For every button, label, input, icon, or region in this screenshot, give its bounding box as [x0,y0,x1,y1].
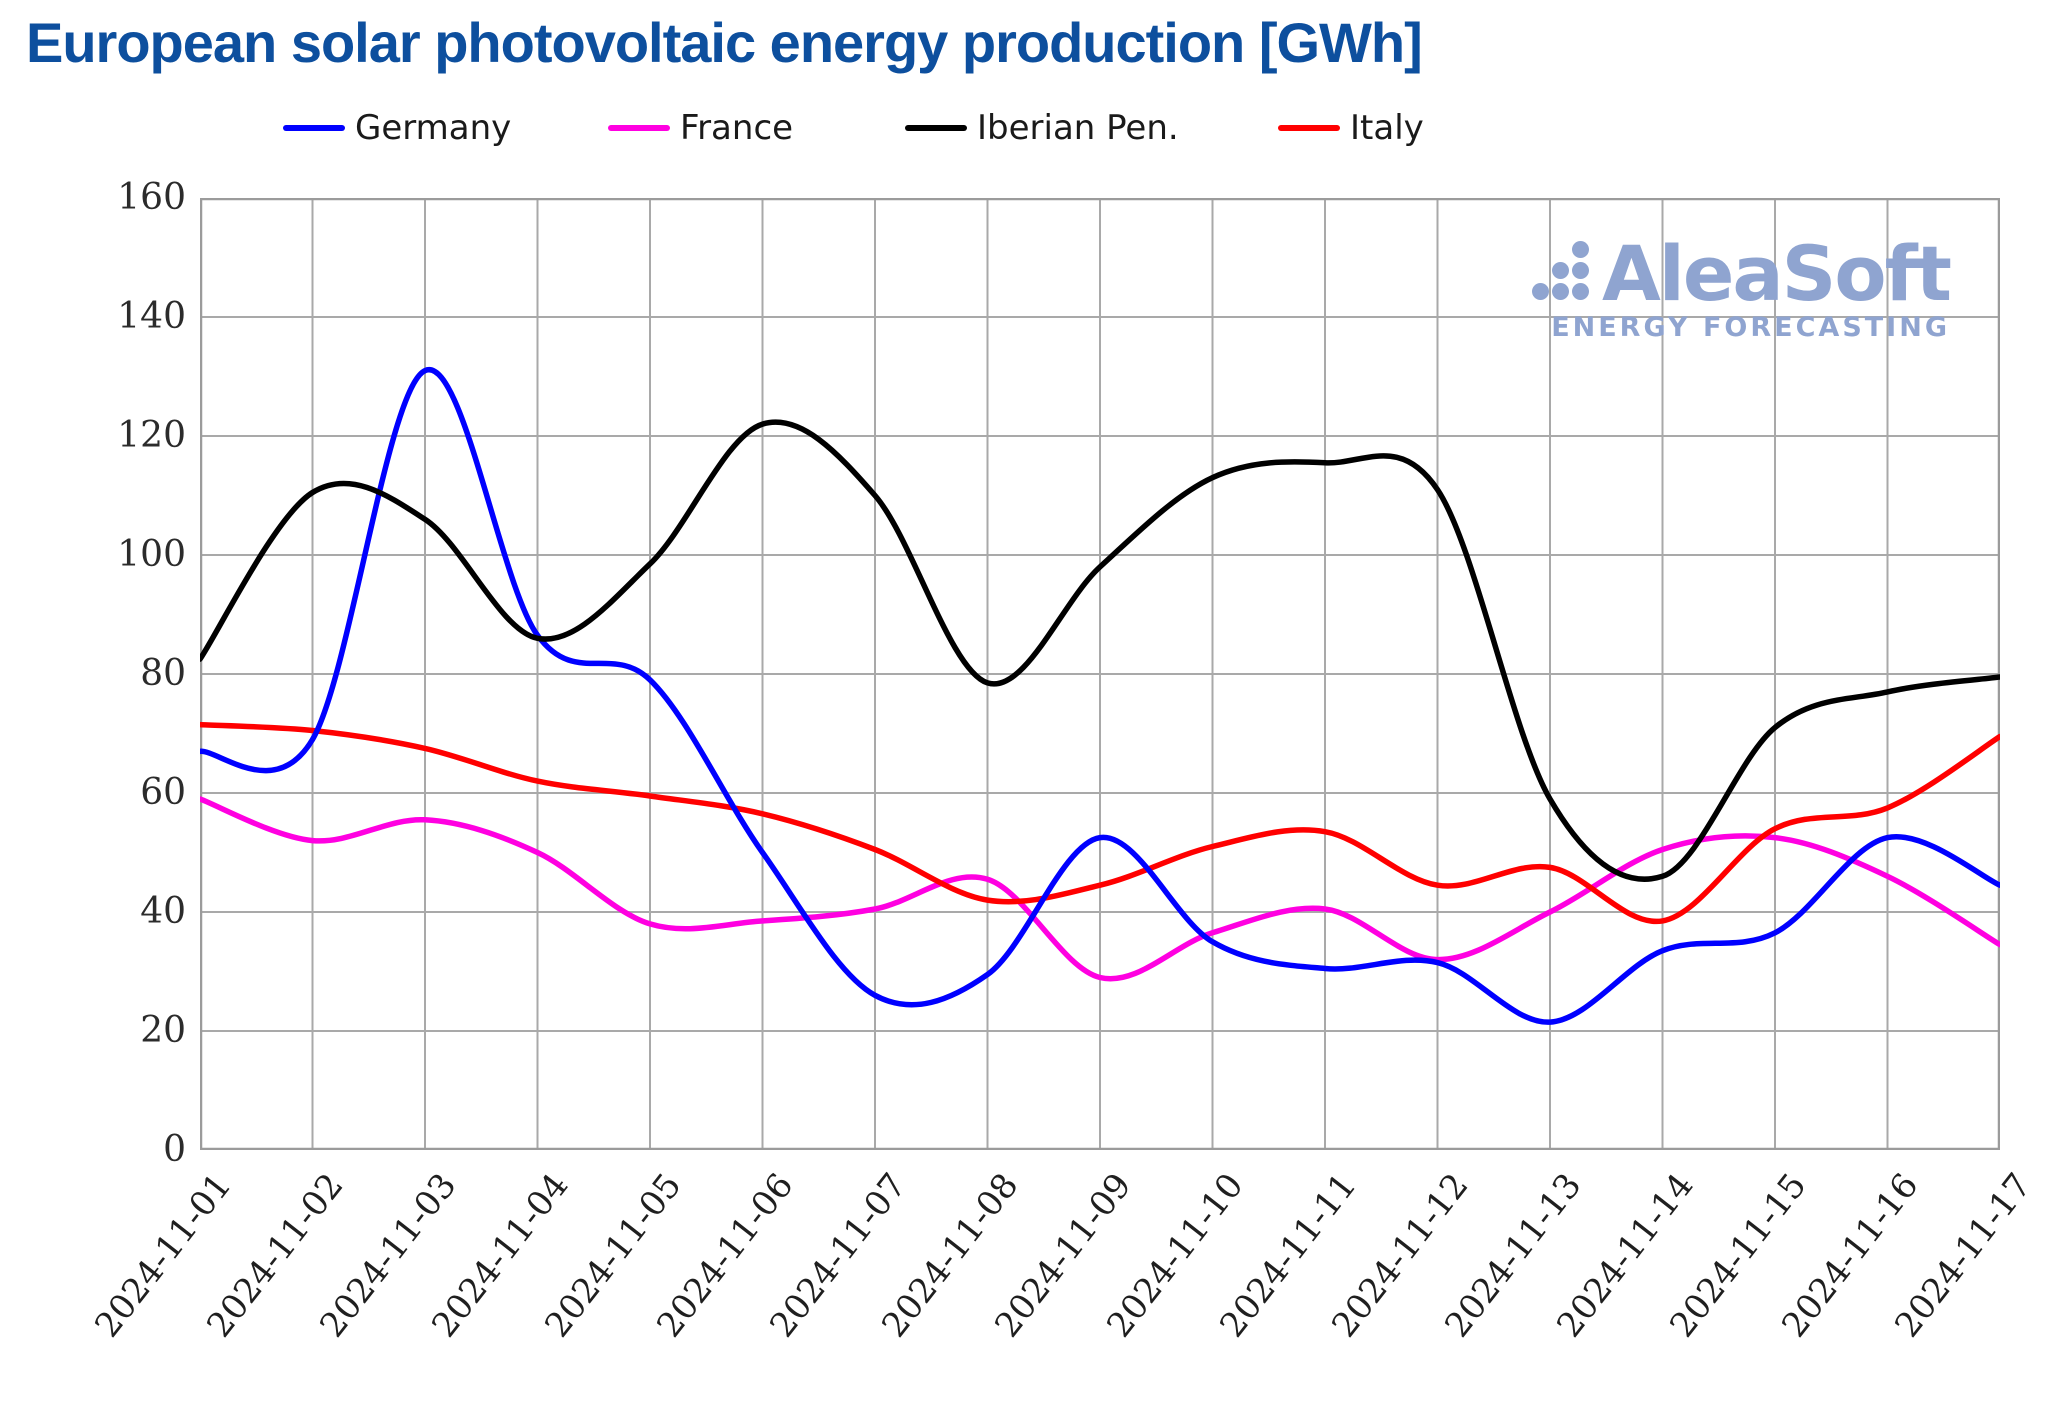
logo-dot [1551,283,1569,301]
logo-dot [1571,241,1589,259]
legend-label: France [680,108,794,148]
legend-swatch [608,125,670,131]
logo-dots-icon [1531,241,1592,304]
y-tick-label-160: 160 [117,177,186,218]
series-line-france [197,796,2003,982]
y-tick-label-20: 20 [140,1010,186,1051]
legend-swatch [1278,125,1340,131]
aleasoft-logo: AleaSoft ENERGY FORECASTING [1490,229,1952,344]
y-tick-label-100: 100 [117,534,186,575]
logo-name: AleaSoft [1601,229,1952,318]
legend-label: Germany [355,108,512,148]
logo-dot [1571,262,1589,280]
legend-swatch [283,125,345,131]
y-tick-label-40: 40 [140,891,186,932]
y-tick-label-60: 60 [140,772,186,813]
y-tick-label-0: 0 [163,1129,186,1170]
legend-item-germany: Germany [283,106,511,150]
legend-item-france: France [608,106,793,150]
legend-swatch [905,125,967,131]
legend-item-italy: Italy [1278,106,1424,150]
plot-frame-border [199,197,2001,1151]
legend-label: Iberian Pen. [977,108,1179,148]
logo-dot-empty [1532,241,1549,258]
logo-dot-empty [1552,241,1569,258]
logo-dot [1571,283,1589,301]
y-tick-label-120: 120 [117,415,186,456]
y-tick-label-140: 140 [117,296,186,337]
legend-label: Italy [1350,108,1424,148]
y-tick-label-80: 80 [140,653,186,694]
logo-dot [1551,262,1569,280]
logo-dot [1531,283,1549,301]
legend-item-iberian-pen-: Iberian Pen. [905,106,1179,150]
series-line-iberian-pen- [197,419,2003,882]
plot-area [197,197,2003,1151]
series-line-italy [197,721,2003,925]
chart-title: European solar photovoltaic energy produ… [26,11,1423,74]
logo-dot-empty [1532,262,1549,279]
series-line-germany [197,367,2003,1025]
logo-tagline: ENERGY FORECASTING [1551,312,1950,344]
